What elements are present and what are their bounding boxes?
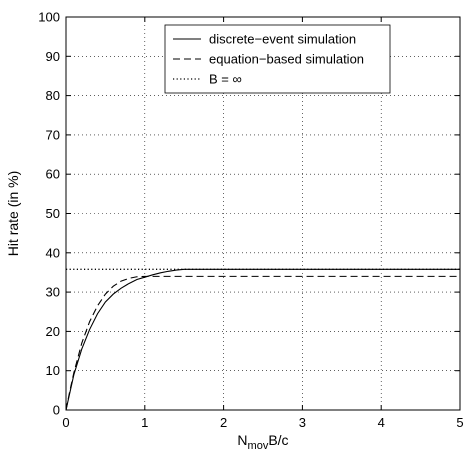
y-tick-label-2: 20 <box>46 324 60 339</box>
series-line-0 <box>65 268 460 411</box>
x-tick-label-1: 1 <box>141 415 148 430</box>
y-tick-label-3: 30 <box>46 285 60 300</box>
plot-frame <box>65 16 461 411</box>
y-tick-label-1: 10 <box>46 363 60 378</box>
x-tick-label-2: 2 <box>220 415 227 430</box>
x-axis-label: NmovB/c <box>237 432 288 452</box>
x-tick-label-5: 5 <box>456 415 463 430</box>
y-tick-label-4: 40 <box>46 245 60 260</box>
series-layer <box>65 268 460 411</box>
y-tick-label-5: 50 <box>46 206 60 221</box>
x-tick-label-4: 4 <box>378 415 385 430</box>
x-tick-label-0: 0 <box>62 415 69 430</box>
legend: discrete−event simulation equation−based … <box>164 24 391 94</box>
y-tick-label-7: 70 <box>46 127 60 142</box>
series-line-1 <box>65 275 460 411</box>
legend-label-2: B = ∞ <box>209 72 242 87</box>
legend-box <box>164 24 391 94</box>
y-tick-label-6: 60 <box>46 167 60 182</box>
y-tick-label-0: 0 <box>53 403 60 418</box>
y-axis-label: Hit rate (in %) <box>5 171 21 257</box>
x-tick-label-3: 3 <box>299 415 306 430</box>
grid-lines <box>66 17 460 410</box>
x-axis-label-main: N <box>237 432 247 448</box>
legend-label-0: discrete−event simulation <box>209 32 356 47</box>
x-axis-label-rest: B/c <box>268 432 288 448</box>
legend-label-1: equation−based simulation <box>209 52 364 67</box>
x-axis-label-subscript: mov <box>248 440 269 452</box>
y-tick-label-10: 100 <box>38 10 60 25</box>
y-tick-label-8: 80 <box>46 88 60 103</box>
y-tick-label-9: 90 <box>46 49 60 64</box>
